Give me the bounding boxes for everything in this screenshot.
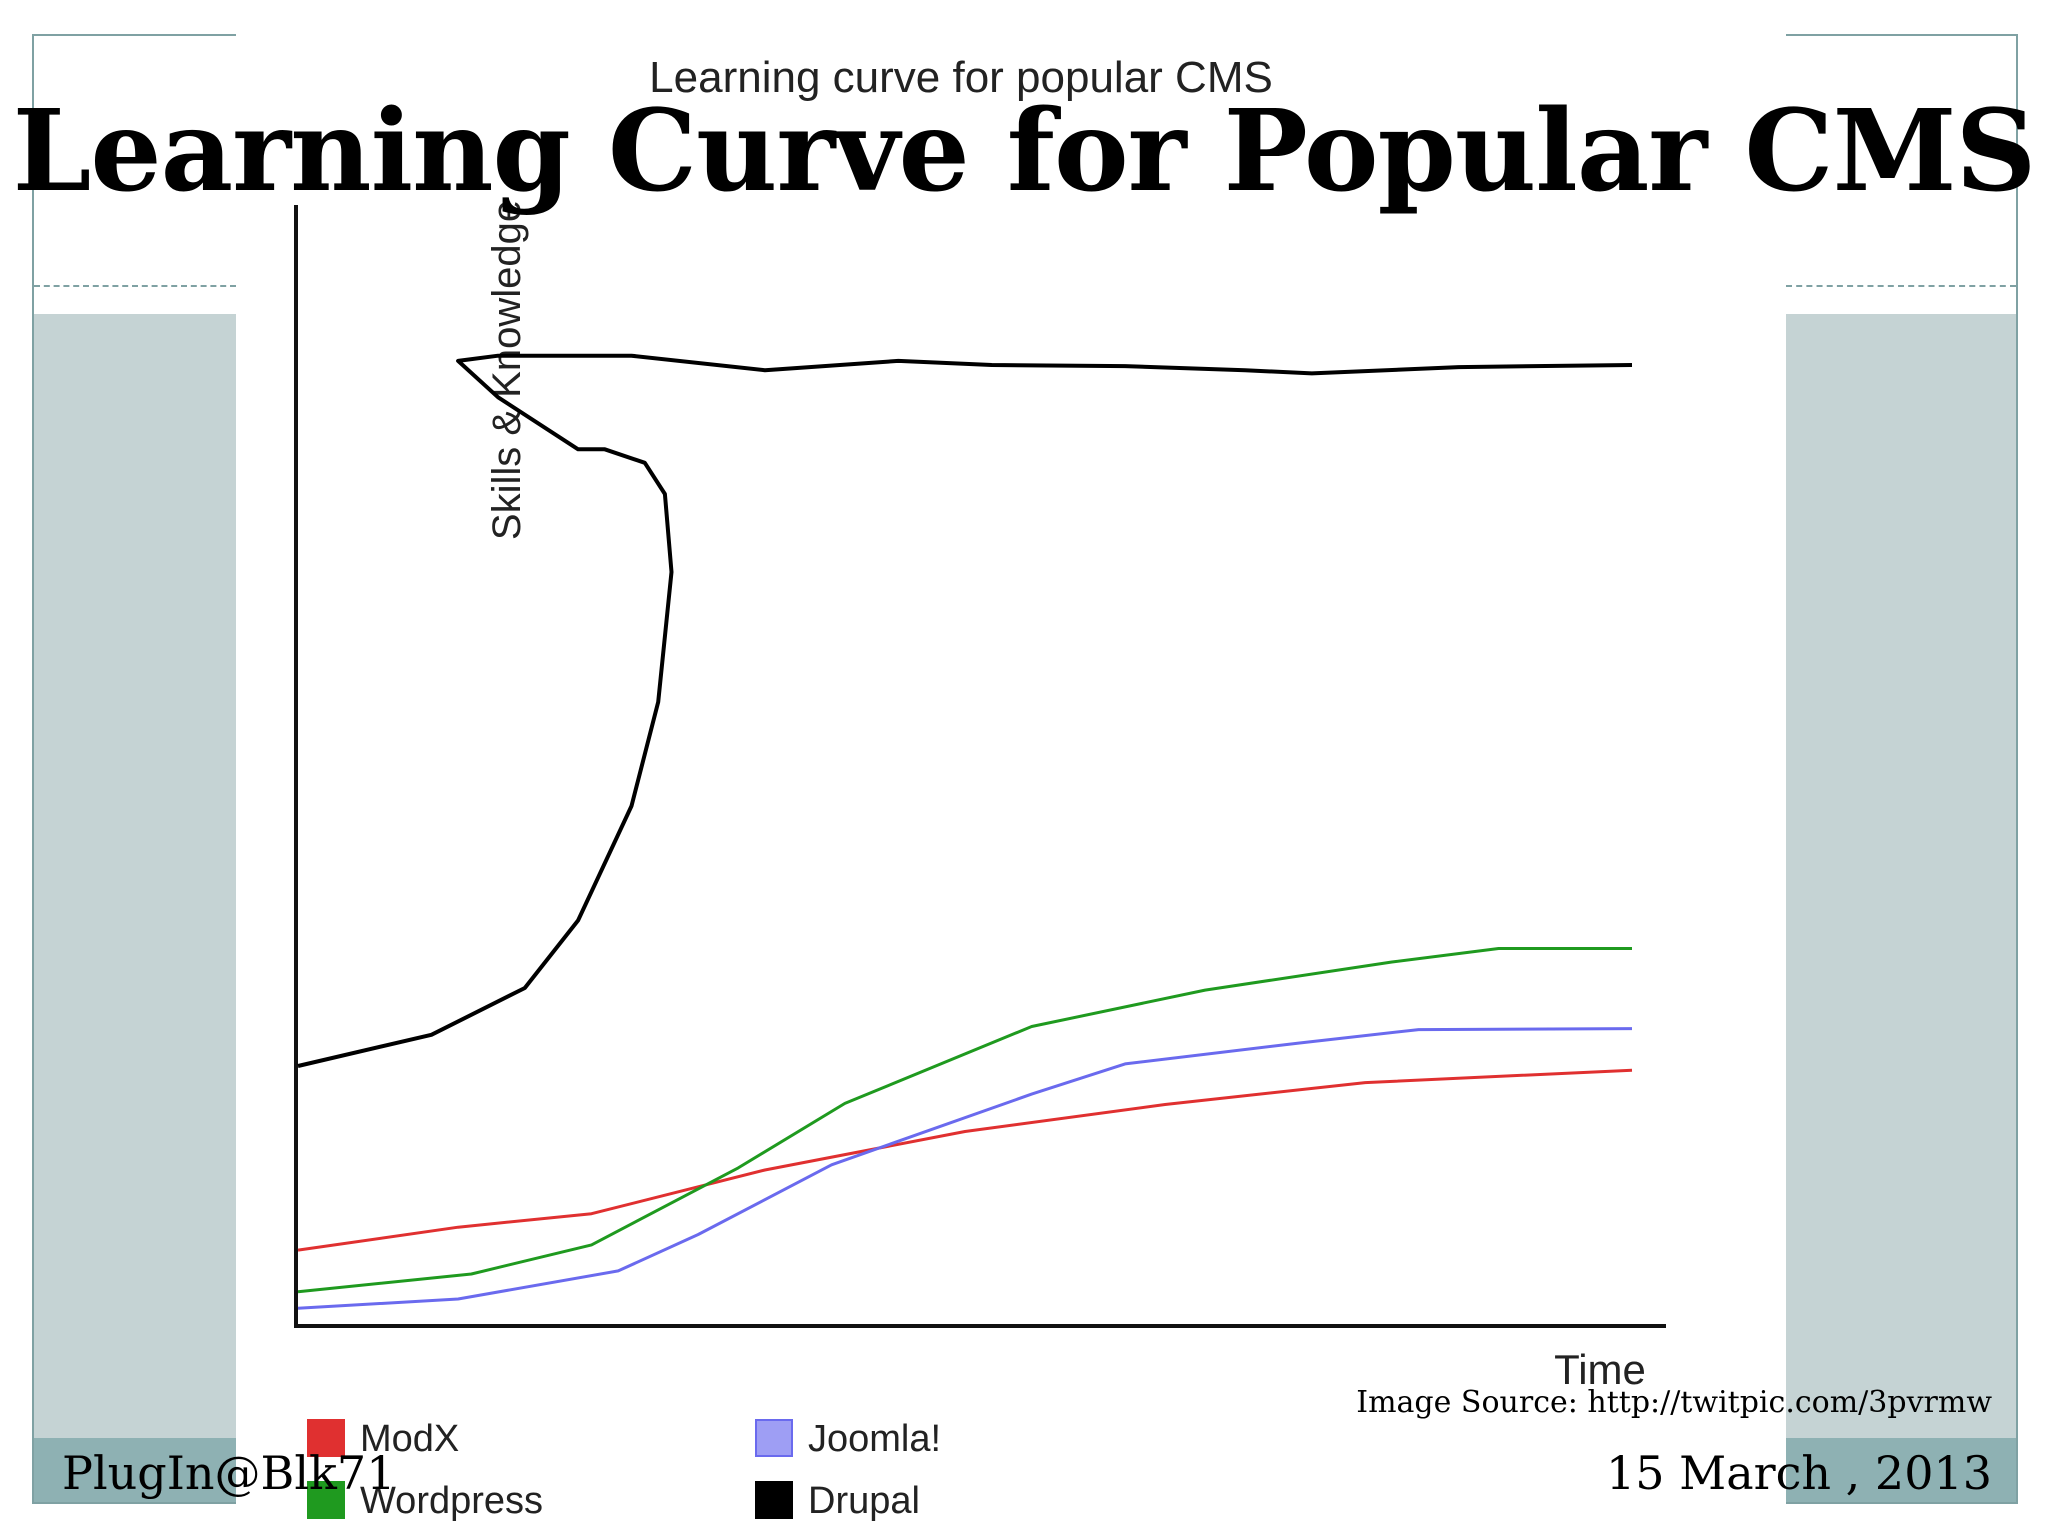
legend-swatch-modx (307, 1419, 345, 1457)
legend: ModX Wordpress Joomla! Drupal (307, 1418, 941, 1522)
left-divider (34, 285, 236, 287)
series-layer (297, 353, 1633, 1310)
footer-organization: PlugIn@Blk71 (62, 1446, 396, 1500)
x-axis-label: Time (1554, 1346, 1646, 1393)
right-divider (1786, 285, 2016, 287)
y-axis-label: Skills & Knowledge (485, 200, 529, 540)
series-line-modx (297, 1068, 1633, 1252)
right-side-band (1786, 314, 2016, 1438)
image-source-caption: Image Source: http://twitpic.com/3pvrmw (1356, 1385, 1992, 1420)
series-line-wordpress (297, 947, 1632, 1294)
footer-date: 15 March , 2013 (1606, 1446, 1992, 1500)
series-line-joomla (297, 1027, 1633, 1310)
legend-swatch-joomla (755, 1419, 793, 1457)
legend-swatch-drupal (755, 1481, 793, 1519)
legend-label-joomla: Joomla! (808, 1418, 941, 1460)
slide-title: Learning Curve for Popular CMS (12, 86, 2037, 217)
chart-panel: Learning curve for popular CMS Skills & … (236, 0, 1786, 1536)
left-side-band (34, 314, 236, 1438)
legend-swatch-wordpress (307, 1481, 345, 1519)
legend-label-drupal: Drupal (808, 1480, 920, 1522)
chart-title: Learning curve for popular CMS (649, 53, 1273, 102)
legend-label-wordpress: Wordpress (360, 1480, 543, 1522)
learning-curve-chart: Learning curve for popular CMS Skills & … (294, 53, 1666, 1522)
legend-label-modx: ModX (360, 1418, 459, 1460)
series-line-drupal (297, 353, 1633, 1068)
